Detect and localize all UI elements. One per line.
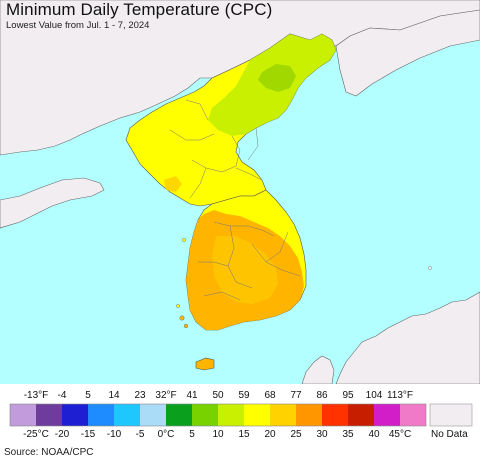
temperature-map: [0, 0, 480, 384]
japan-landmass: [335, 291, 480, 384]
fahrenheit-tick-label: 104: [365, 390, 383, 401]
legend-swatch: [348, 404, 374, 426]
celsius-tick-label: -20: [54, 429, 70, 440]
small-island: [179, 315, 185, 321]
celsius-tick-label: 20: [264, 429, 276, 440]
fahrenheit-tick-label: 14: [108, 390, 120, 401]
nodata-swatch: [429, 403, 473, 427]
coolest-zone: [258, 64, 296, 92]
fahrenheit-tick-label: 59: [238, 390, 250, 401]
celsius-tick-label: -10: [106, 429, 122, 440]
legend-swatch: [400, 404, 426, 426]
map-subtitle: Lowest Value from Jul. 1 - 7, 2024: [6, 20, 150, 31]
map-title: Minimum Daily Temperature (CPC): [6, 0, 273, 19]
celsius-tick-label: -15: [80, 429, 96, 440]
warm-zone-south-inner: [212, 236, 278, 304]
japan-island: [301, 355, 335, 384]
celsius-tick-label: 40: [368, 429, 380, 440]
legend-swatch: [296, 404, 322, 426]
legend-swatch: [114, 404, 140, 426]
small-island: [428, 266, 432, 270]
fahrenheit-tick-label: 5: [85, 390, 91, 401]
celsius-tick-label: 25: [290, 429, 302, 440]
fahrenheit-tick-label: 77: [290, 390, 302, 401]
legend-swatch: [322, 404, 348, 426]
legend-swatch: [166, 404, 192, 426]
celsius-tick-label: -25°C: [23, 429, 49, 440]
legend-swatch: [270, 404, 296, 426]
map-panel: Minimum Daily Temperature (CPC) Lowest V…: [0, 0, 480, 384]
celsius-tick-label: -5: [135, 429, 145, 440]
legend-colorbar: [9, 403, 473, 427]
celsius-tick-label: 45°C: [388, 429, 412, 440]
legend-swatch: [218, 404, 244, 426]
legend-swatch: [192, 404, 218, 426]
jeju-island: [195, 357, 215, 371]
legend-swatch: [88, 404, 114, 426]
russia-coast: [335, 9, 480, 97]
small-island: [176, 304, 180, 308]
shandong-peninsula: [0, 177, 105, 229]
legend-swatch: [10, 404, 36, 426]
fahrenheit-tick-label: 95: [342, 390, 354, 401]
fahrenheit-tick-label: -13°F: [23, 390, 49, 401]
province-borders: [169, 99, 301, 301]
celsius-tick-label: 10: [212, 429, 224, 440]
legend-swatch: [140, 404, 166, 426]
legend: -13°F -4 5 14 23 32°F 41 50 59 68 77 86 95 104 113°F -…: [0, 384, 480, 460]
nodata-label: No Data: [431, 429, 468, 440]
celsius-tick-label: 0°C: [157, 429, 175, 440]
legend-swatch: [374, 404, 400, 426]
celsius-tick-label: 30: [316, 429, 328, 440]
small-island: [182, 238, 186, 242]
celsius-tick-label: 15: [238, 429, 250, 440]
legend-swatch: [244, 404, 270, 426]
warm-patch-west: [164, 176, 182, 192]
fahrenheit-tick-label: 50: [212, 390, 224, 401]
fahrenheit-tick-label: -4: [57, 390, 67, 401]
fahrenheit-tick-label: 41: [186, 390, 198, 401]
celsius-tick-label: 35: [342, 429, 354, 440]
fahrenheit-tick-label: 32°F: [155, 390, 177, 401]
source-credit: Source: NOAA/CPC: [4, 447, 94, 458]
fahrenheit-tick-label: 68: [264, 390, 276, 401]
celsius-tick-label: 5: [189, 429, 195, 440]
small-island: [183, 324, 188, 329]
legend-outline: [9, 403, 427, 427]
fahrenheit-tick-label: 23: [134, 390, 146, 401]
fahrenheit-tick-label: 86: [316, 390, 328, 401]
fahrenheit-tick-label: 113°F: [386, 390, 414, 401]
legend-swatch: [36, 404, 62, 426]
legend-swatch: [62, 404, 88, 426]
